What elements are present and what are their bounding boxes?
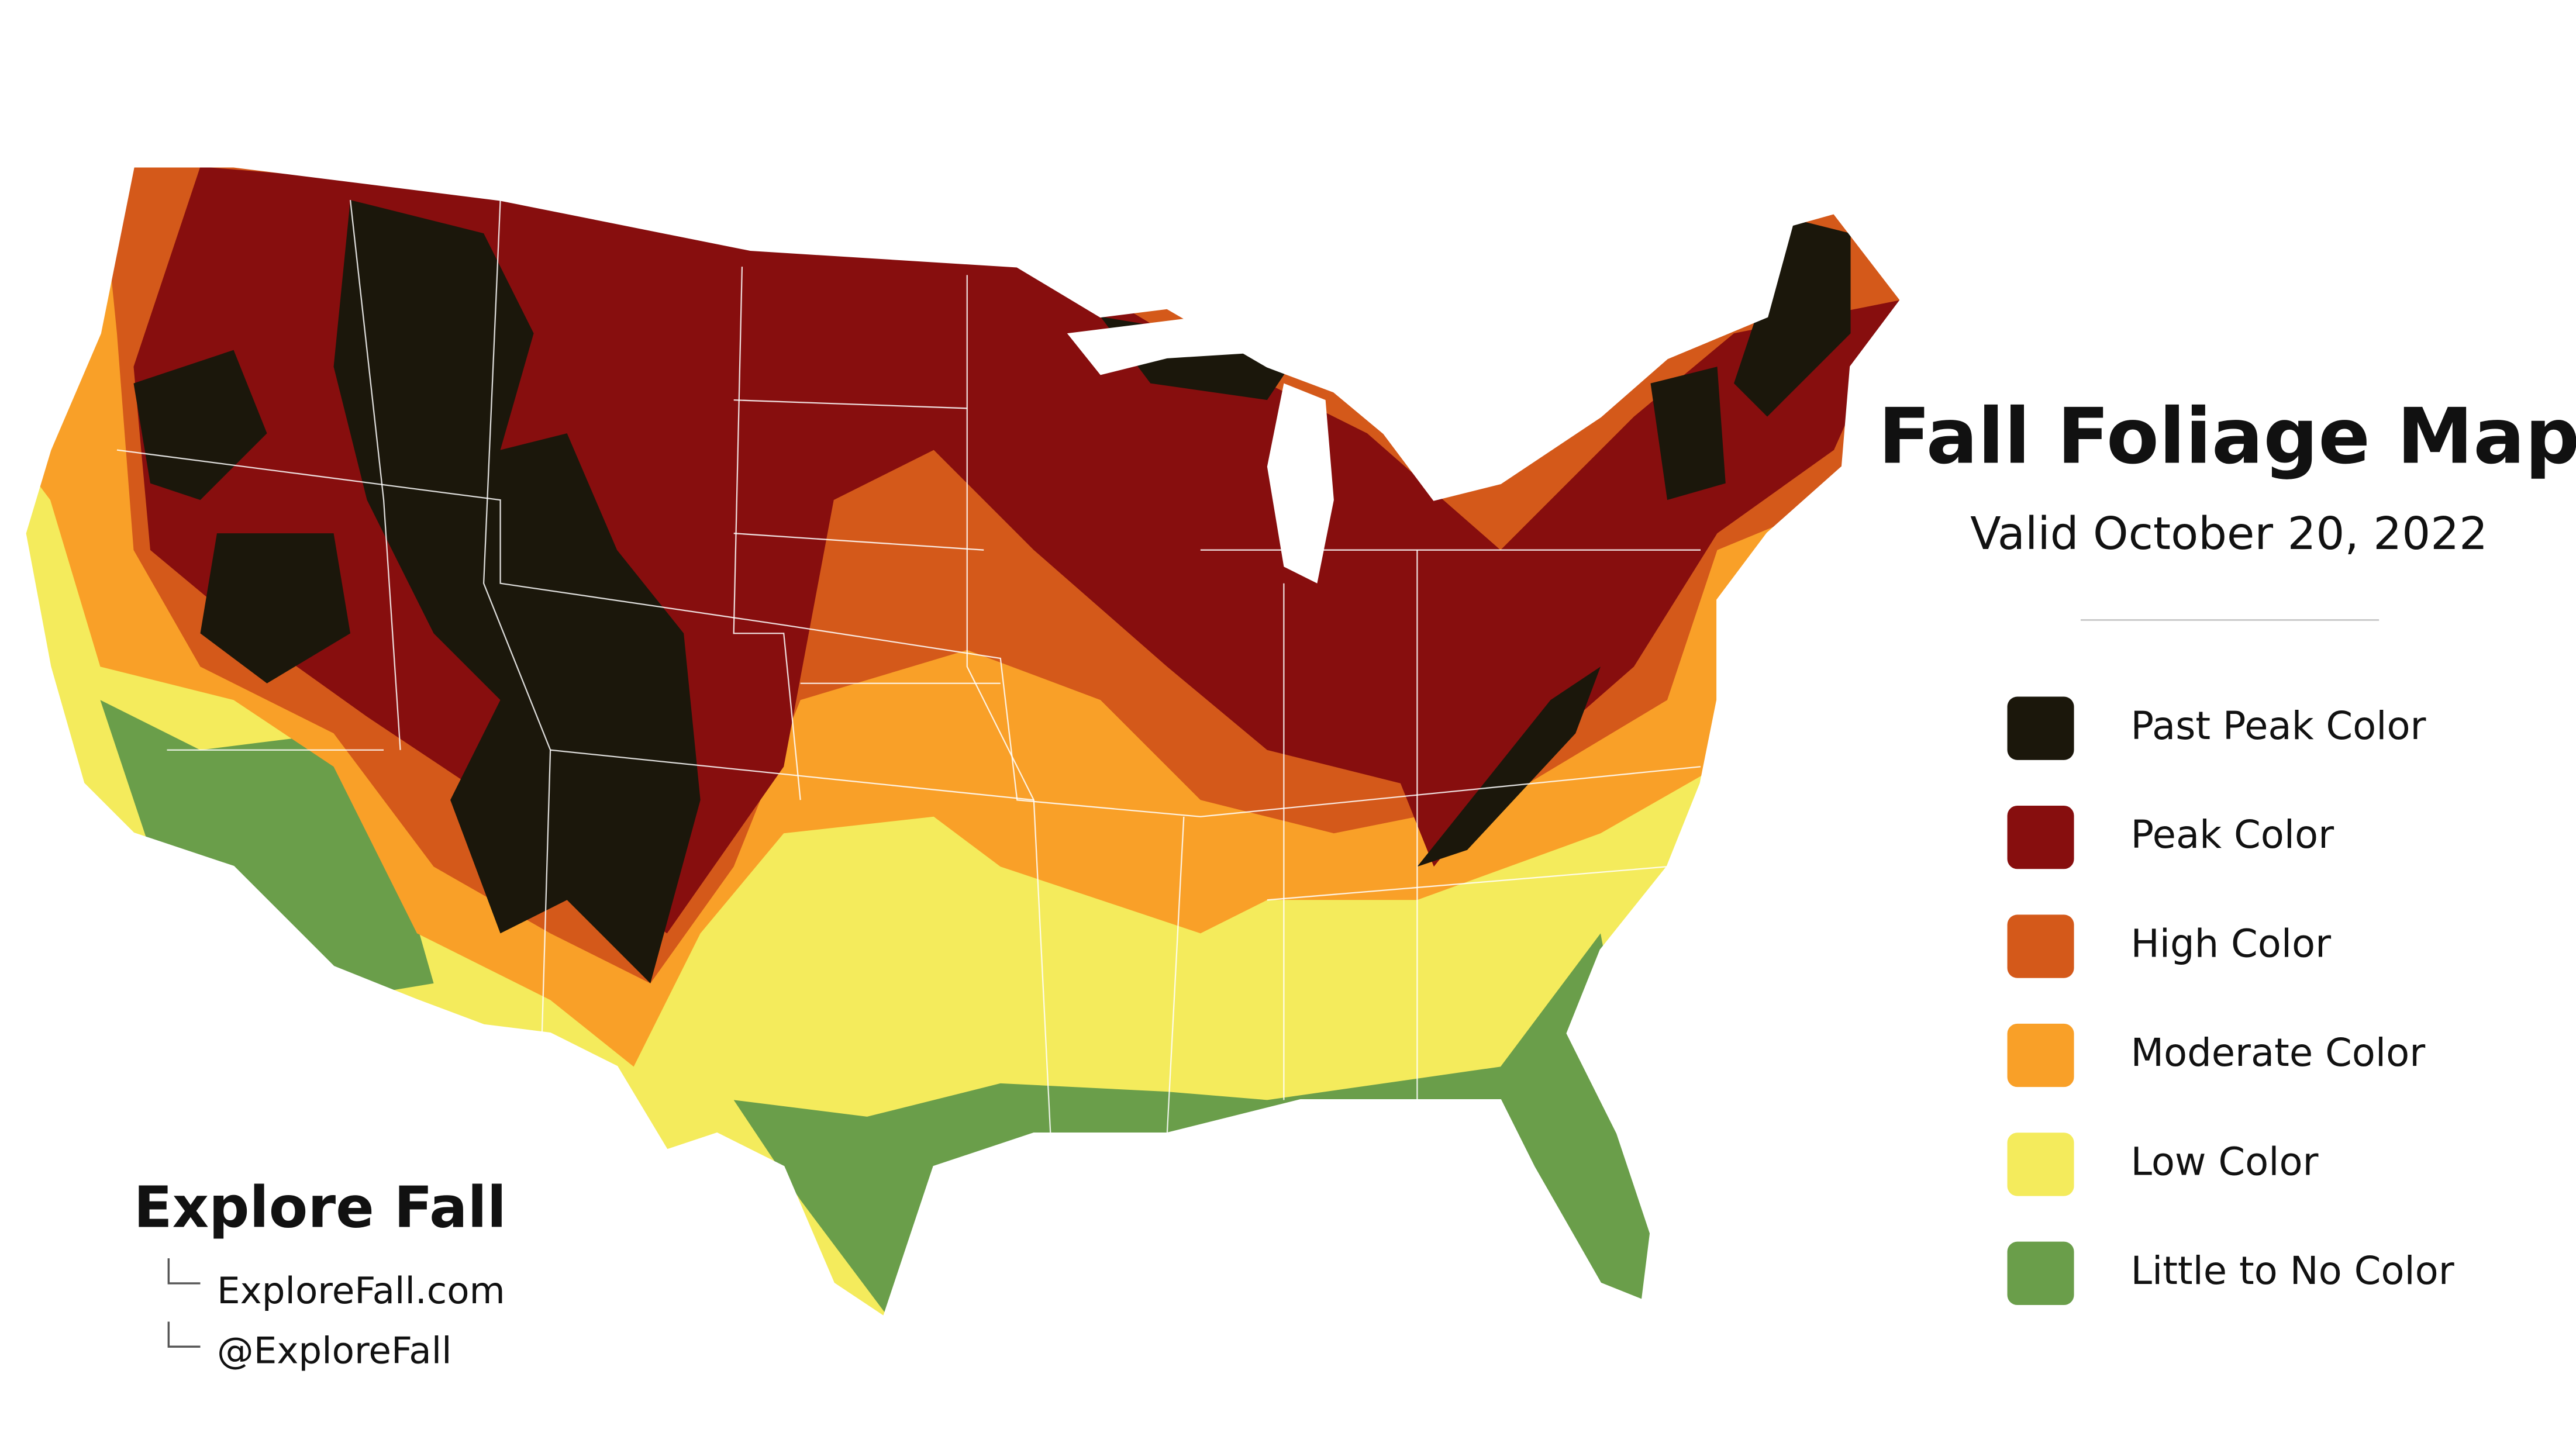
legend-swatch [2007,1241,2074,1305]
zone-past-peak [1734,216,1851,417]
zone-past-peak [200,533,351,683]
legend-swatch [2007,805,2074,869]
map-subtitle: Valid October 20, 2022 [1970,508,2488,560]
legend-label: Moderate Color [2130,1031,2425,1075]
legend-label: Peak Color [2130,813,2334,857]
zone-past-peak [1417,667,1601,867]
legend-swatch [2007,696,2074,760]
legend-label: Low Color [2130,1140,2318,1184]
link-connectors [167,1258,201,1348]
zone-past-peak [133,350,267,500]
lake-michigan [1267,383,1334,584]
brand-link: @ExploreFall [217,1330,452,1372]
legend-swatch [2007,1133,2074,1196]
brand-name: Explore Fall [133,1175,506,1241]
legend-swatch [2007,1023,2074,1088]
legend-label: Little to No Color [2130,1249,2454,1293]
brand-link: ExploreFall.com [217,1269,505,1312]
map-title: Fall Foliage Map [1878,392,2576,481]
legend-label: High Color [2130,922,2331,966]
state-lines [116,199,1701,1134]
legend-label: Past Peak Color [2130,704,2426,748]
legend: Past Peak Color Peak Color High Color Moder… [2007,696,2454,1305]
legend-swatch [2007,914,2074,978]
zone-past-peak [333,200,701,983]
zone-past-peak [1650,367,1726,500]
